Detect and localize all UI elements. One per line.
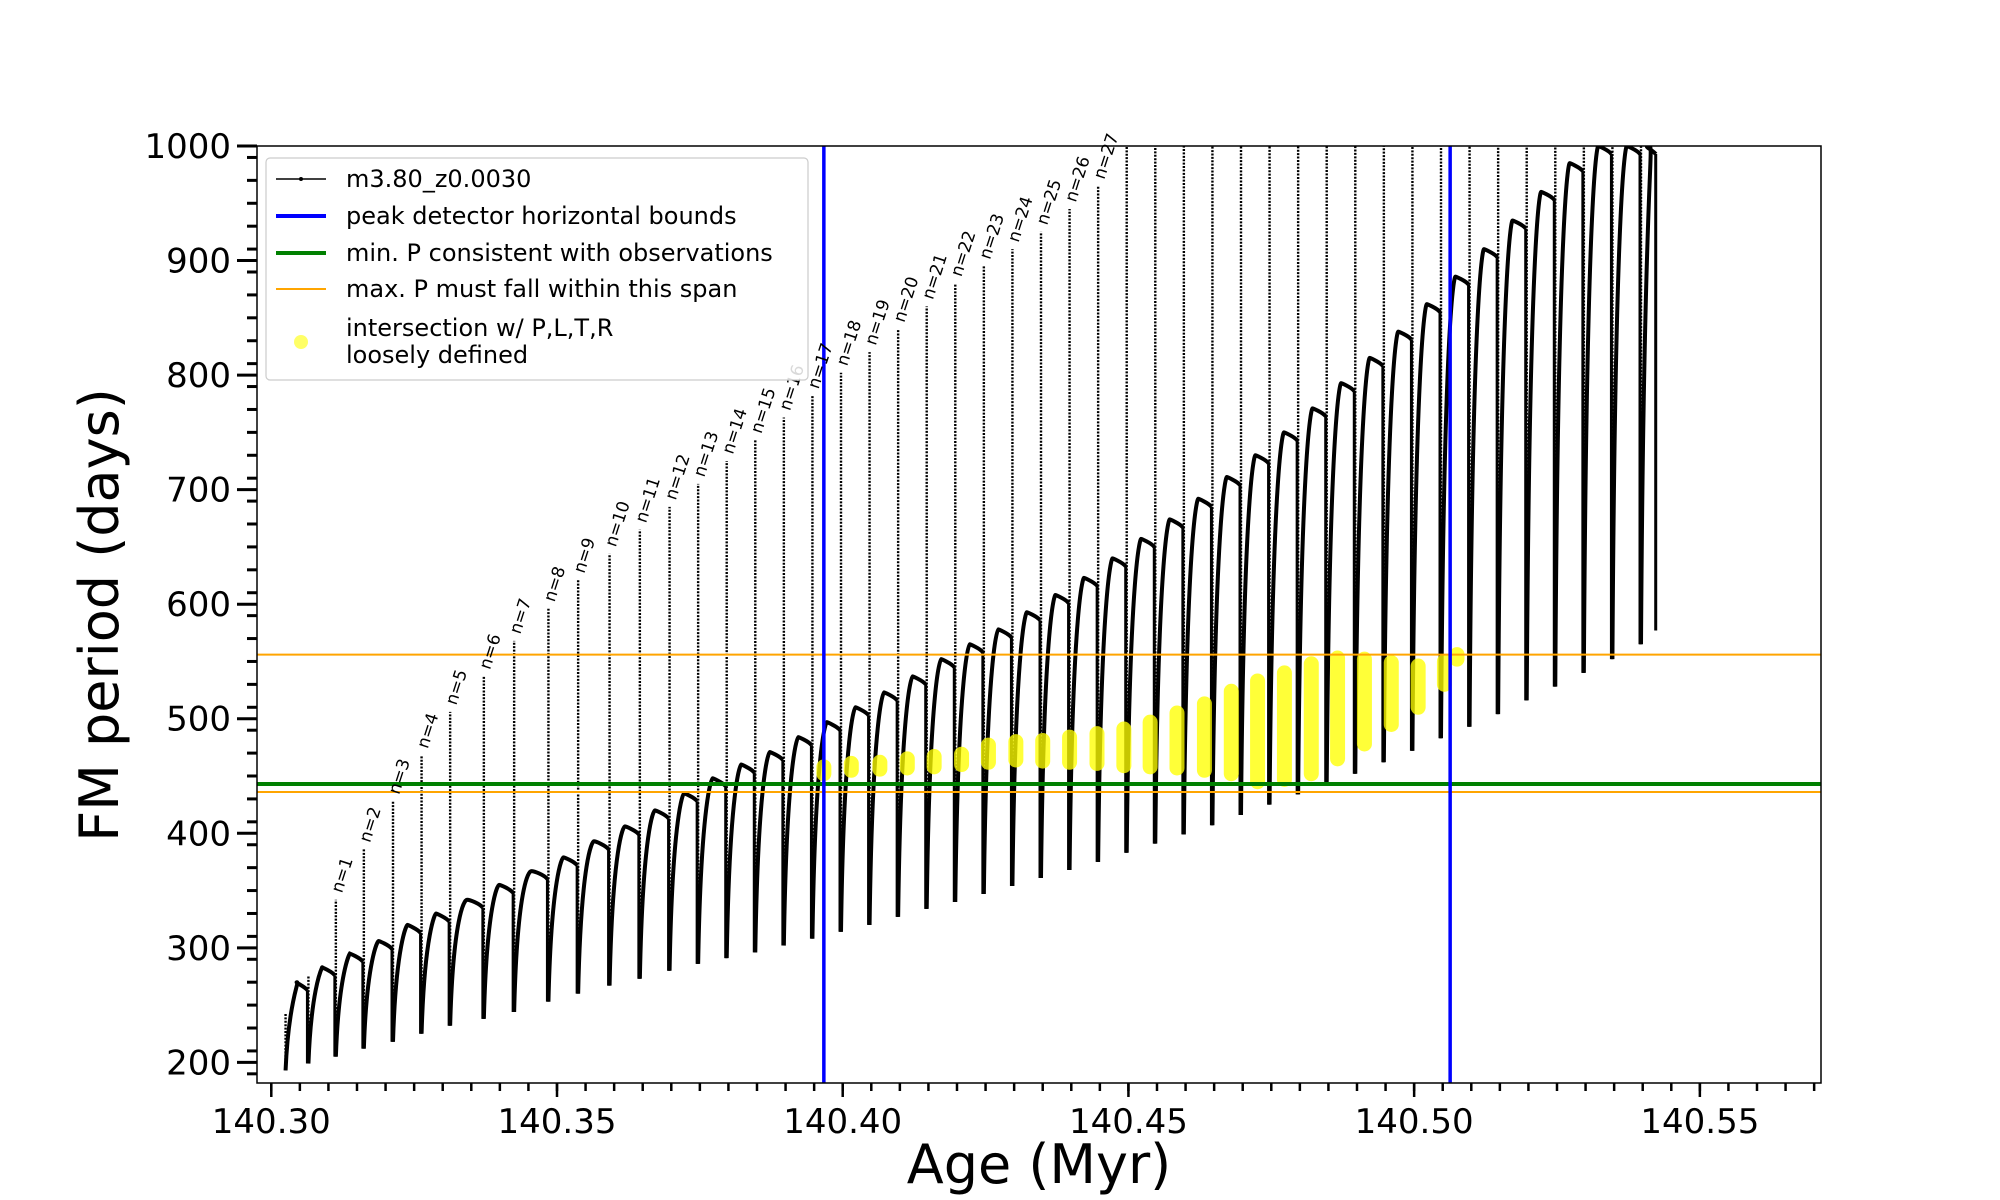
pulse-loop <box>1210 475 1242 826</box>
pulse-loop <box>781 735 814 946</box>
x-axis-title: Age (Myr) <box>907 1133 1172 1196</box>
legend-label: max. P must fall within this span <box>346 275 737 303</box>
y-tick-label: 700 <box>166 471 231 511</box>
pulse-loop <box>1581 146 1614 673</box>
pulse-loop <box>1067 575 1099 870</box>
legend-entry: max. P must fall within this span <box>276 275 737 303</box>
pulse-loop <box>1439 274 1471 739</box>
legend-label: intersection w/ P,L,T,R <box>346 314 613 342</box>
pulse-loop <box>753 749 785 953</box>
pulse-loop <box>1610 146 1642 660</box>
pulse-loop <box>1381 329 1414 763</box>
legend-box <box>265 157 809 381</box>
pulse-loop <box>1410 302 1442 751</box>
pulse-loop <box>924 657 956 909</box>
x-tick-label: 140.45 <box>1069 1102 1188 1142</box>
x-tick-label: 140.50 <box>1355 1102 1474 1142</box>
legend-label: min. P consistent with observations <box>346 239 773 267</box>
pulse-loop <box>667 791 699 971</box>
pulse-loop <box>1524 189 1556 701</box>
pulse-loop <box>512 869 550 1013</box>
x-tick-label: 140.35 <box>498 1102 617 1142</box>
pulse-loop <box>1239 453 1271 815</box>
x-tick-label: 140.30 <box>212 1102 331 1142</box>
pulse-loop <box>724 762 756 959</box>
pulse-loop <box>1181 496 1214 835</box>
pulse-loop <box>333 951 365 1057</box>
pulse-loop <box>1324 381 1356 785</box>
y-axis-title: FM period (days) <box>68 388 131 842</box>
pulse-loop <box>1124 536 1156 853</box>
y-tick-label: 800 <box>166 356 231 396</box>
legend-dot <box>299 177 303 181</box>
x-axis: 140.30 140.35 140.40 140.45 140.50 140.55 <box>212 1083 1816 1142</box>
pulse-loop <box>1353 355 1385 774</box>
legend-label: peak detector horizontal bounds <box>346 202 737 230</box>
y-tick-label: 900 <box>166 242 231 282</box>
horizontal-lines-layer <box>257 653 1821 794</box>
pulse-loop <box>1096 556 1128 862</box>
legend-label: loosely defined <box>346 341 528 369</box>
pulse-loop <box>306 965 337 1064</box>
pulse-loop <box>283 980 310 1071</box>
pulse-loop <box>361 938 394 1049</box>
pulse-loop <box>546 855 579 1002</box>
y-tick-label: 500 <box>166 700 231 740</box>
pulse-loop <box>391 922 423 1042</box>
pulse-loop <box>1553 161 1585 687</box>
vertical-lines-layer <box>822 146 1452 1083</box>
pulse-loop <box>448 897 485 1026</box>
pulse-loop <box>1467 247 1499 727</box>
pulse-loop <box>1153 517 1185 844</box>
pulse-loop <box>1496 218 1528 715</box>
y-tick-label: 300 <box>166 929 231 969</box>
legend-entry: min. P consistent with observations <box>276 239 773 267</box>
y-tick-label: 200 <box>166 1043 231 1083</box>
pulse-loop <box>696 776 728 964</box>
pulse-loop <box>896 674 928 917</box>
pulse-loop <box>1267 430 1299 805</box>
x-tick-label: 140.40 <box>783 1102 902 1142</box>
legend-marker <box>294 335 308 349</box>
pulse-loop <box>637 808 671 979</box>
pulse-loop <box>607 824 641 986</box>
legend-entry: m3.80_z0.0030 <box>276 165 531 193</box>
pulse-loop <box>481 882 515 1019</box>
pulse-loop <box>1296 406 1328 795</box>
y-tick-label: 400 <box>166 814 231 854</box>
pulse-loop <box>867 690 899 925</box>
legend-entry: peak detector horizontal bounds <box>276 202 737 230</box>
intersection-layer <box>816 647 1465 790</box>
x-tick-label: 140.55 <box>1640 1102 1759 1142</box>
pulse-loop <box>419 911 451 1034</box>
y-axis: 200 300 400 500 600 700 800 900 1000 <box>144 127 257 1083</box>
pulse-loop <box>810 720 842 939</box>
pulse-loop <box>953 642 985 903</box>
pulse-loop <box>1639 146 1658 645</box>
pulse-track <box>1639 146 1658 645</box>
legend-label: m3.80_z0.0030 <box>346 165 531 193</box>
pulse-loop <box>576 839 611 994</box>
pulse-loop <box>839 705 871 932</box>
y-tick-label: 1000 <box>144 127 231 167</box>
y-tick-label: 600 <box>166 585 231 625</box>
